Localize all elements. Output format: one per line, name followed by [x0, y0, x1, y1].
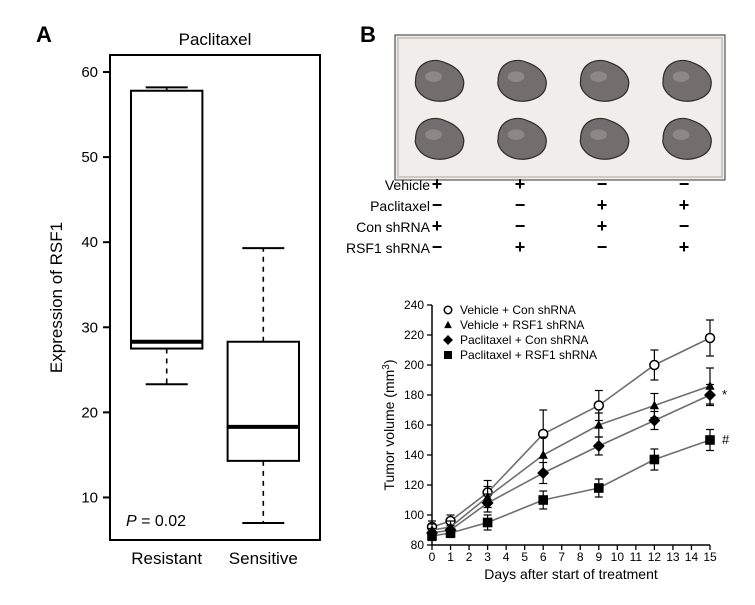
panel-a-box [131, 91, 202, 349]
panel-a-ytick: 60 [81, 64, 98, 81]
matrix-symbol: − [597, 174, 608, 194]
panel-a-box [228, 342, 299, 461]
panel-a-xlabel: Resistant [131, 549, 202, 568]
matrix-row-label: Vehicle [385, 177, 430, 193]
chart-legend-item: Vehicle + RSF1 shRNA [460, 318, 584, 332]
chart-xtick: 14 [685, 550, 699, 564]
chart-xtick: 1 [447, 550, 454, 564]
chart-xlabel: Days after start of treatment [484, 566, 658, 582]
panel-a-ytick: 30 [81, 319, 98, 336]
matrix-symbol: − [515, 195, 526, 215]
chart-ytick: 220 [404, 328, 424, 342]
chart-ytick: 120 [404, 478, 424, 492]
chart-xtick: 3 [484, 550, 491, 564]
panel-a-label: A [36, 22, 52, 48]
chart-legend-item: Vehicle + Con shRNA [460, 303, 576, 317]
matrix-symbol: + [515, 174, 526, 194]
panel-b-label: B [360, 22, 376, 48]
figure-svg: Paclitaxel102030405060Expression of RSF1… [0, 0, 755, 605]
chart-xtick: 15 [703, 550, 717, 564]
chart-xtick: 9 [595, 550, 602, 564]
matrix-symbol: − [679, 216, 690, 236]
panel-a-plot-frame [110, 55, 320, 540]
matrix-symbol: + [432, 216, 443, 236]
chart-annot: # [722, 432, 730, 447]
matrix-symbol: + [679, 195, 690, 215]
matrix-symbol: − [515, 216, 526, 236]
chart-xtick: 7 [558, 550, 565, 564]
chart-annot: * [722, 387, 727, 402]
matrix-symbol: + [597, 216, 608, 236]
chart-ytick: 80 [411, 538, 425, 552]
matrix-symbol: − [432, 195, 443, 215]
figure-root: A B Paclitaxel102030405060Expression of … [0, 0, 755, 605]
chart-xtick: 13 [666, 550, 680, 564]
chart-xtick: 10 [611, 550, 625, 564]
chart-xtick: 2 [466, 550, 473, 564]
chart-series-pac_rsf1 [432, 440, 710, 536]
chart-ytick: 160 [404, 418, 424, 432]
panel-a-ytick: 10 [81, 489, 98, 506]
chart-ytick: 180 [404, 388, 424, 402]
matrix-symbol: − [432, 237, 443, 257]
matrix-symbol: + [432, 174, 443, 194]
chart-series-veh_rsf1 [432, 386, 710, 530]
panel-a-ylabel: Expression of RSF1 [47, 222, 66, 373]
matrix-symbol: − [679, 174, 690, 194]
panel-a-ytick: 50 [81, 149, 98, 166]
chart-xtick: 12 [648, 550, 662, 564]
chart-ytick: 200 [404, 358, 424, 372]
panel-a-title: Paclitaxel [179, 30, 252, 49]
panel-a-ytick: 20 [81, 404, 98, 421]
matrix-symbol: + [515, 237, 526, 257]
chart-xtick: 8 [577, 550, 584, 564]
matrix-symbol: + [597, 195, 608, 215]
chart-xtick: 6 [540, 550, 547, 564]
matrix-symbol: + [679, 237, 690, 257]
chart-legend-item: Paclitaxel + Con shRNA [460, 333, 588, 347]
chart-ytick: 240 [404, 298, 424, 312]
matrix-row-label: Con shRNA [356, 219, 431, 235]
matrix-symbol: − [597, 237, 608, 257]
panel-a-pvalue: P = 0.02 [126, 513, 186, 530]
chart-legend-item: Paclitaxel + RSF1 shRNA [460, 348, 597, 362]
chart-series-veh_con [432, 338, 710, 527]
chart-xtick: 0 [429, 550, 436, 564]
chart-xtick: 4 [503, 550, 510, 564]
chart-series-pac_con [432, 395, 710, 533]
chart-ylabel: Tumor volume (mm3) [381, 359, 398, 490]
matrix-row-label: RSF1 shRNA [346, 240, 431, 256]
chart-xtick: 5 [521, 550, 528, 564]
panel-a-xlabel: Sensitive [229, 549, 298, 568]
chart-xtick: 11 [630, 550, 643, 564]
chart-ytick: 100 [404, 508, 424, 522]
matrix-row-label: Paclitaxel [370, 198, 430, 214]
panel-a-ytick: 40 [81, 234, 98, 251]
chart-ytick: 140 [404, 448, 424, 462]
